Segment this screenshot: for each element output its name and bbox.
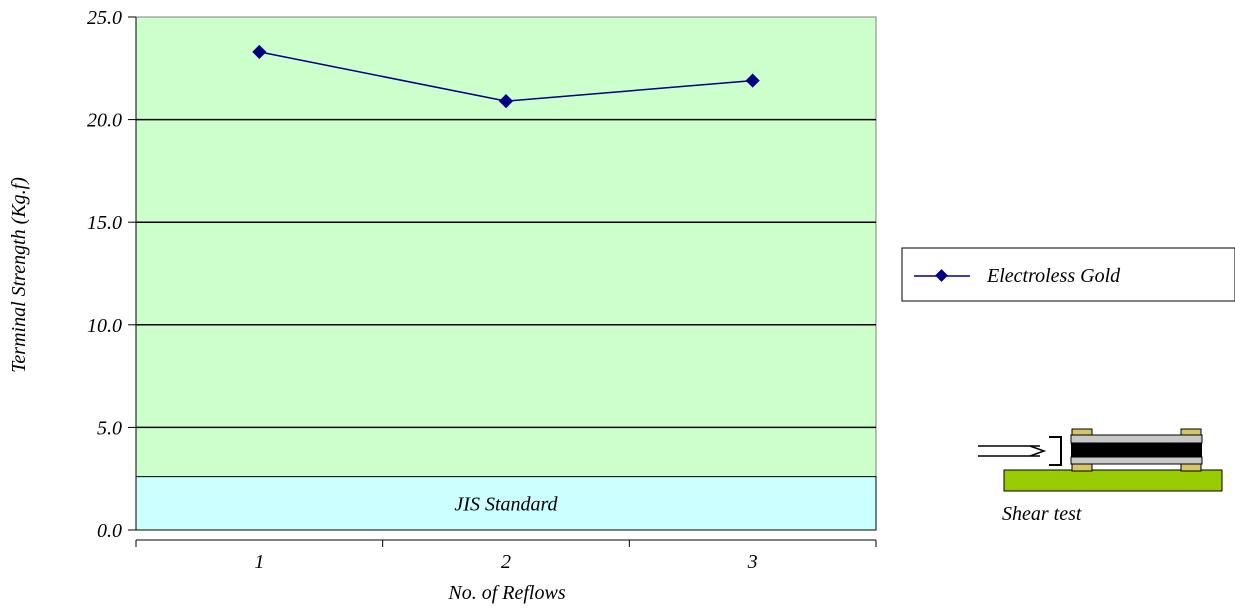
shear-component-body (1071, 443, 1202, 457)
y-tick-label: 25.0 (87, 7, 122, 29)
y-tick-label: 20.0 (87, 110, 122, 132)
jis-standard-band (135, 476, 877, 531)
legend: Electroless Gold (901, 247, 1235, 302)
data-point-marker (498, 94, 514, 109)
x-tick-label: 2 (501, 551, 511, 573)
shear-test-label: Shear test (1002, 503, 1082, 525)
y-tick-label: 5.0 (97, 417, 122, 439)
y-axis-label: Terminal Strength (Kg.f) (8, 177, 30, 373)
y-tick-label: 0.0 (97, 520, 122, 542)
shear-arrow-icon (1029, 445, 1047, 457)
y-tick-label: 10.0 (87, 315, 122, 337)
plot-area (135, 16, 877, 531)
legend-label: Electroless Gold (986, 265, 1121, 287)
shear-tool-icon (1049, 436, 1062, 466)
shear-substrate (1003, 469, 1223, 492)
data-point-marker (252, 44, 267, 59)
x-tick-label: 1 (254, 551, 264, 573)
jis-standard-label: JIS Standard (454, 493, 558, 515)
y-tick-label: 15.0 (87, 212, 122, 234)
x-axis-label: No. of Reflows (447, 582, 565, 604)
shear-test-diagram: Shear test (978, 428, 1223, 525)
data-point-marker (745, 73, 760, 88)
legend-box (901, 247, 1235, 302)
x-tick-label: 3 (747, 551, 758, 573)
shear-component-bottom (1070, 456, 1203, 465)
gridlines (136, 118, 876, 429)
shear-component-top (1070, 434, 1203, 444)
